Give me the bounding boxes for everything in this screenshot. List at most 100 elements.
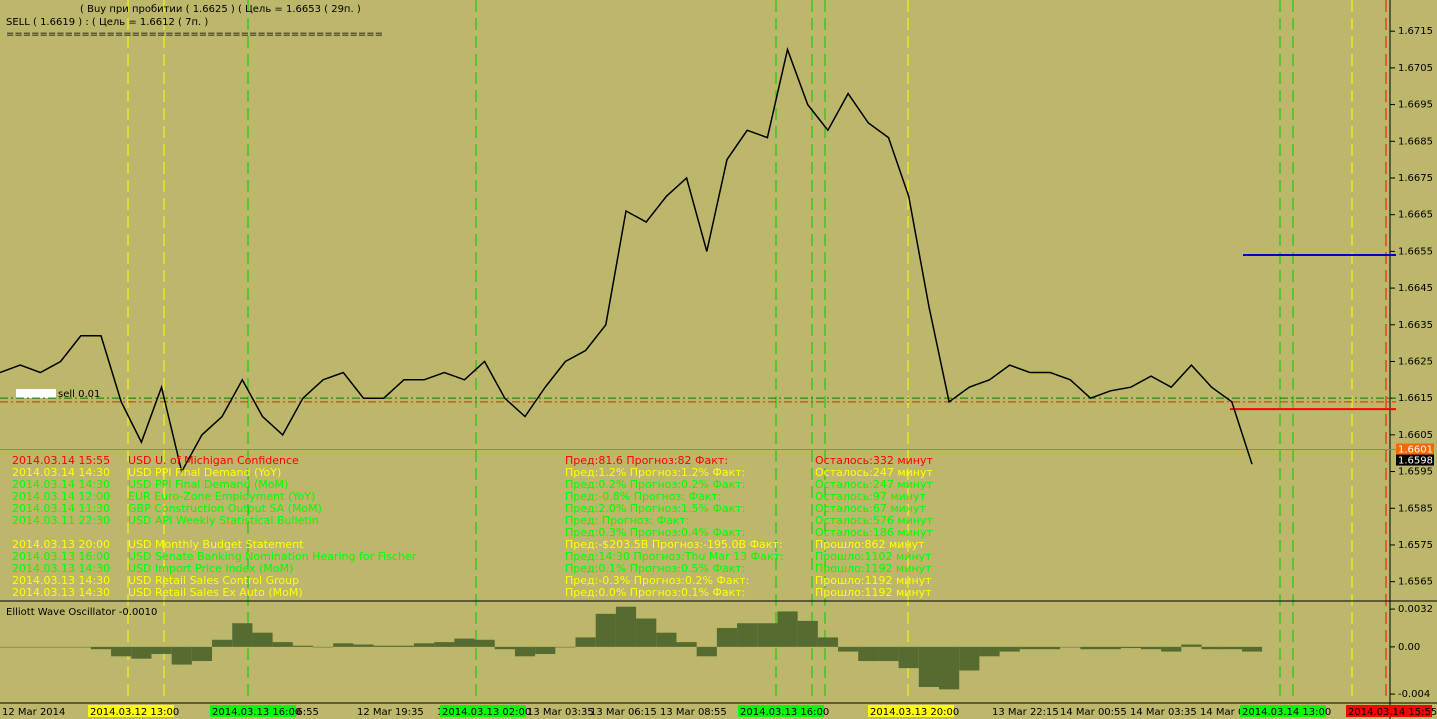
event-label: 2014.03.13 20:00	[870, 707, 959, 718]
y-tick-label: 1.6715	[1398, 26, 1433, 37]
oscillator-bar	[333, 643, 354, 647]
news-status: Прошло:862 минут	[815, 538, 925, 551]
oscillator-bar	[252, 632, 273, 647]
oscillator-bar	[191, 646, 213, 662]
oscillator-bar	[1221, 646, 1242, 650]
y-tick-label: 1.6565	[1398, 577, 1433, 588]
price-label: 1.6601	[1398, 445, 1433, 456]
price-label: 1.6598	[1398, 456, 1433, 467]
event-label-box	[440, 705, 526, 717]
y-tick-label: 1.6635	[1398, 320, 1433, 331]
news-forecast: Пред:-$203.5B Прогноз:-195.0B Факт:	[565, 538, 783, 551]
event-label-box	[738, 705, 824, 717]
oscillator-bar	[1241, 646, 1263, 652]
news-event: GBP Construction Output SA (MoM)	[128, 502, 322, 515]
oscillator-bar	[413, 643, 435, 647]
oscillator-bar	[676, 642, 697, 647]
event-label: 2014.03.12 13:00	[90, 707, 179, 718]
oscillator-bar	[1060, 646, 1081, 648]
oscillator-bar	[111, 646, 132, 657]
oscillator-bar	[1039, 646, 1061, 650]
news-forecast: Пред:0.3% Прогноз:0.4% Факт:	[565, 526, 745, 539]
x-tick-label: 14 Mar 00:55	[1060, 707, 1127, 718]
header-line: ( Buy при пробитии ( 1.6625 ) ( Цель = 1…	[80, 4, 361, 15]
oscillator-bar	[232, 623, 253, 647]
oscillator-bar	[737, 623, 758, 647]
event-label: 2014.03.14 15:55	[1348, 707, 1437, 718]
y-tick-label: 1.6615	[1398, 393, 1433, 404]
x-tick-label: 14 Mar 06:15	[1200, 707, 1267, 718]
vertical-markers-yellow	[127, 0, 1353, 700]
news-forecast: Пред:-0.8% Прогноз: Факт:	[565, 490, 721, 503]
oscillator-bar	[918, 646, 939, 688]
news-forecast: Пред:81.6 Прогноз:82 Факт:	[565, 454, 728, 467]
y-tick-label: 0.0032	[1398, 604, 1433, 615]
x-tick-label: 12 Mar 2014	[2, 707, 65, 718]
news-forecast: Пред: Прогноз: Факт:	[565, 514, 690, 527]
oscillator-bar	[838, 646, 859, 652]
y-tick-label: 1.6595	[1398, 467, 1433, 478]
y-tick-label: 1.6585	[1398, 503, 1433, 514]
oscillator-bar	[474, 639, 495, 647]
oscillator-bar	[151, 646, 172, 654]
oscillator-bar	[817, 637, 839, 647]
y-tick-label: 1.6645	[1398, 283, 1433, 294]
news-status: Осталось:67 минут	[815, 502, 926, 515]
event-label-box	[868, 705, 954, 717]
oscillator-bar	[514, 646, 536, 657]
oscillator-bar	[1140, 646, 1162, 650]
y-tick-label: 1.6605	[1398, 430, 1433, 441]
oscillator-bar	[313, 646, 334, 648]
news-date: 2014.03.14 11:30	[12, 502, 110, 515]
news-date: 2014.03.11 22:30	[12, 514, 110, 527]
y-tick-label: 1.6675	[1398, 173, 1433, 184]
oscillator-bar	[1019, 646, 1040, 650]
oscillator-bar	[10, 646, 31, 648]
news-event: USD PPI Final Demand (MoM)	[128, 478, 288, 491]
oscillator-bar	[615, 606, 637, 647]
oscillator-bar	[959, 646, 980, 671]
news-status: Осталось:97 минут	[815, 490, 926, 503]
news-status: Осталось:247 минут	[815, 466, 933, 479]
x-tick-label: 14 Mar 03:35	[1130, 707, 1197, 718]
news-date: 2014.03.13 20:00	[12, 538, 110, 551]
news-event: USD PPI Final Demand (YoY)	[128, 466, 281, 479]
header-line: SELL ( 1.6619 ) : ( Цель = 1.6612 ( 7п. …	[6, 17, 208, 28]
news-status: Осталось:332 минут	[815, 454, 933, 467]
header-line: ========================================…	[6, 29, 383, 40]
event-label-box	[210, 705, 296, 717]
news-event: USD U. of Michigan Confidence	[128, 454, 299, 467]
oscillator-bar	[999, 646, 1020, 652]
oscillator-bar	[777, 611, 798, 647]
price-label-box	[1396, 454, 1434, 466]
x-tick-label: 13 Mar 06:15	[590, 707, 657, 718]
oscillator-title: Elliott Wave Oscillator -0.0010	[6, 607, 157, 618]
oscillator-bar	[0, 646, 11, 648]
news-status: Осталось:247 минут	[815, 478, 933, 491]
oscillator-bar	[373, 645, 394, 647]
oscillator-bar	[939, 646, 960, 690]
news-status: Осталось:186 минут	[815, 526, 933, 539]
event-label: 2014.03.14 13:00	[1242, 707, 1331, 718]
price-line	[0, 46, 1253, 474]
oscillator-bar	[171, 646, 192, 665]
news-event: USD API Weekly Statistical Bulletin	[128, 514, 319, 527]
oscillator-bar	[70, 646, 91, 648]
oscillator-bar	[878, 646, 899, 662]
oscillator-bar	[757, 623, 778, 647]
y-tick-label: 1.6695	[1398, 100, 1433, 111]
oscillator-bar	[535, 646, 556, 654]
oscillator-bar	[292, 645, 313, 647]
news-forecast: Пред:0.0% Прогноз:0.1% Факт:	[565, 586, 745, 599]
event-label: 2014.03.13 02:00	[442, 707, 531, 718]
y-tick-label: 1.6665	[1398, 210, 1433, 221]
news-status: Прошло:1192 минут	[815, 586, 932, 599]
x-tick-label: 13 Mar 03:35	[527, 707, 594, 718]
oscillator-bar	[1100, 646, 1121, 650]
x-tick-label: 12 Mar 19:35	[357, 707, 424, 718]
oscillator-bar	[595, 613, 616, 647]
news-date: 2014.03.14 12:00	[12, 490, 110, 503]
news-forecast: Пред:0.2% Прогноз:0.2% Факт:	[565, 478, 745, 491]
news-date: 2014.03.14 14:30	[12, 466, 110, 479]
oscillator-bar	[454, 638, 475, 647]
